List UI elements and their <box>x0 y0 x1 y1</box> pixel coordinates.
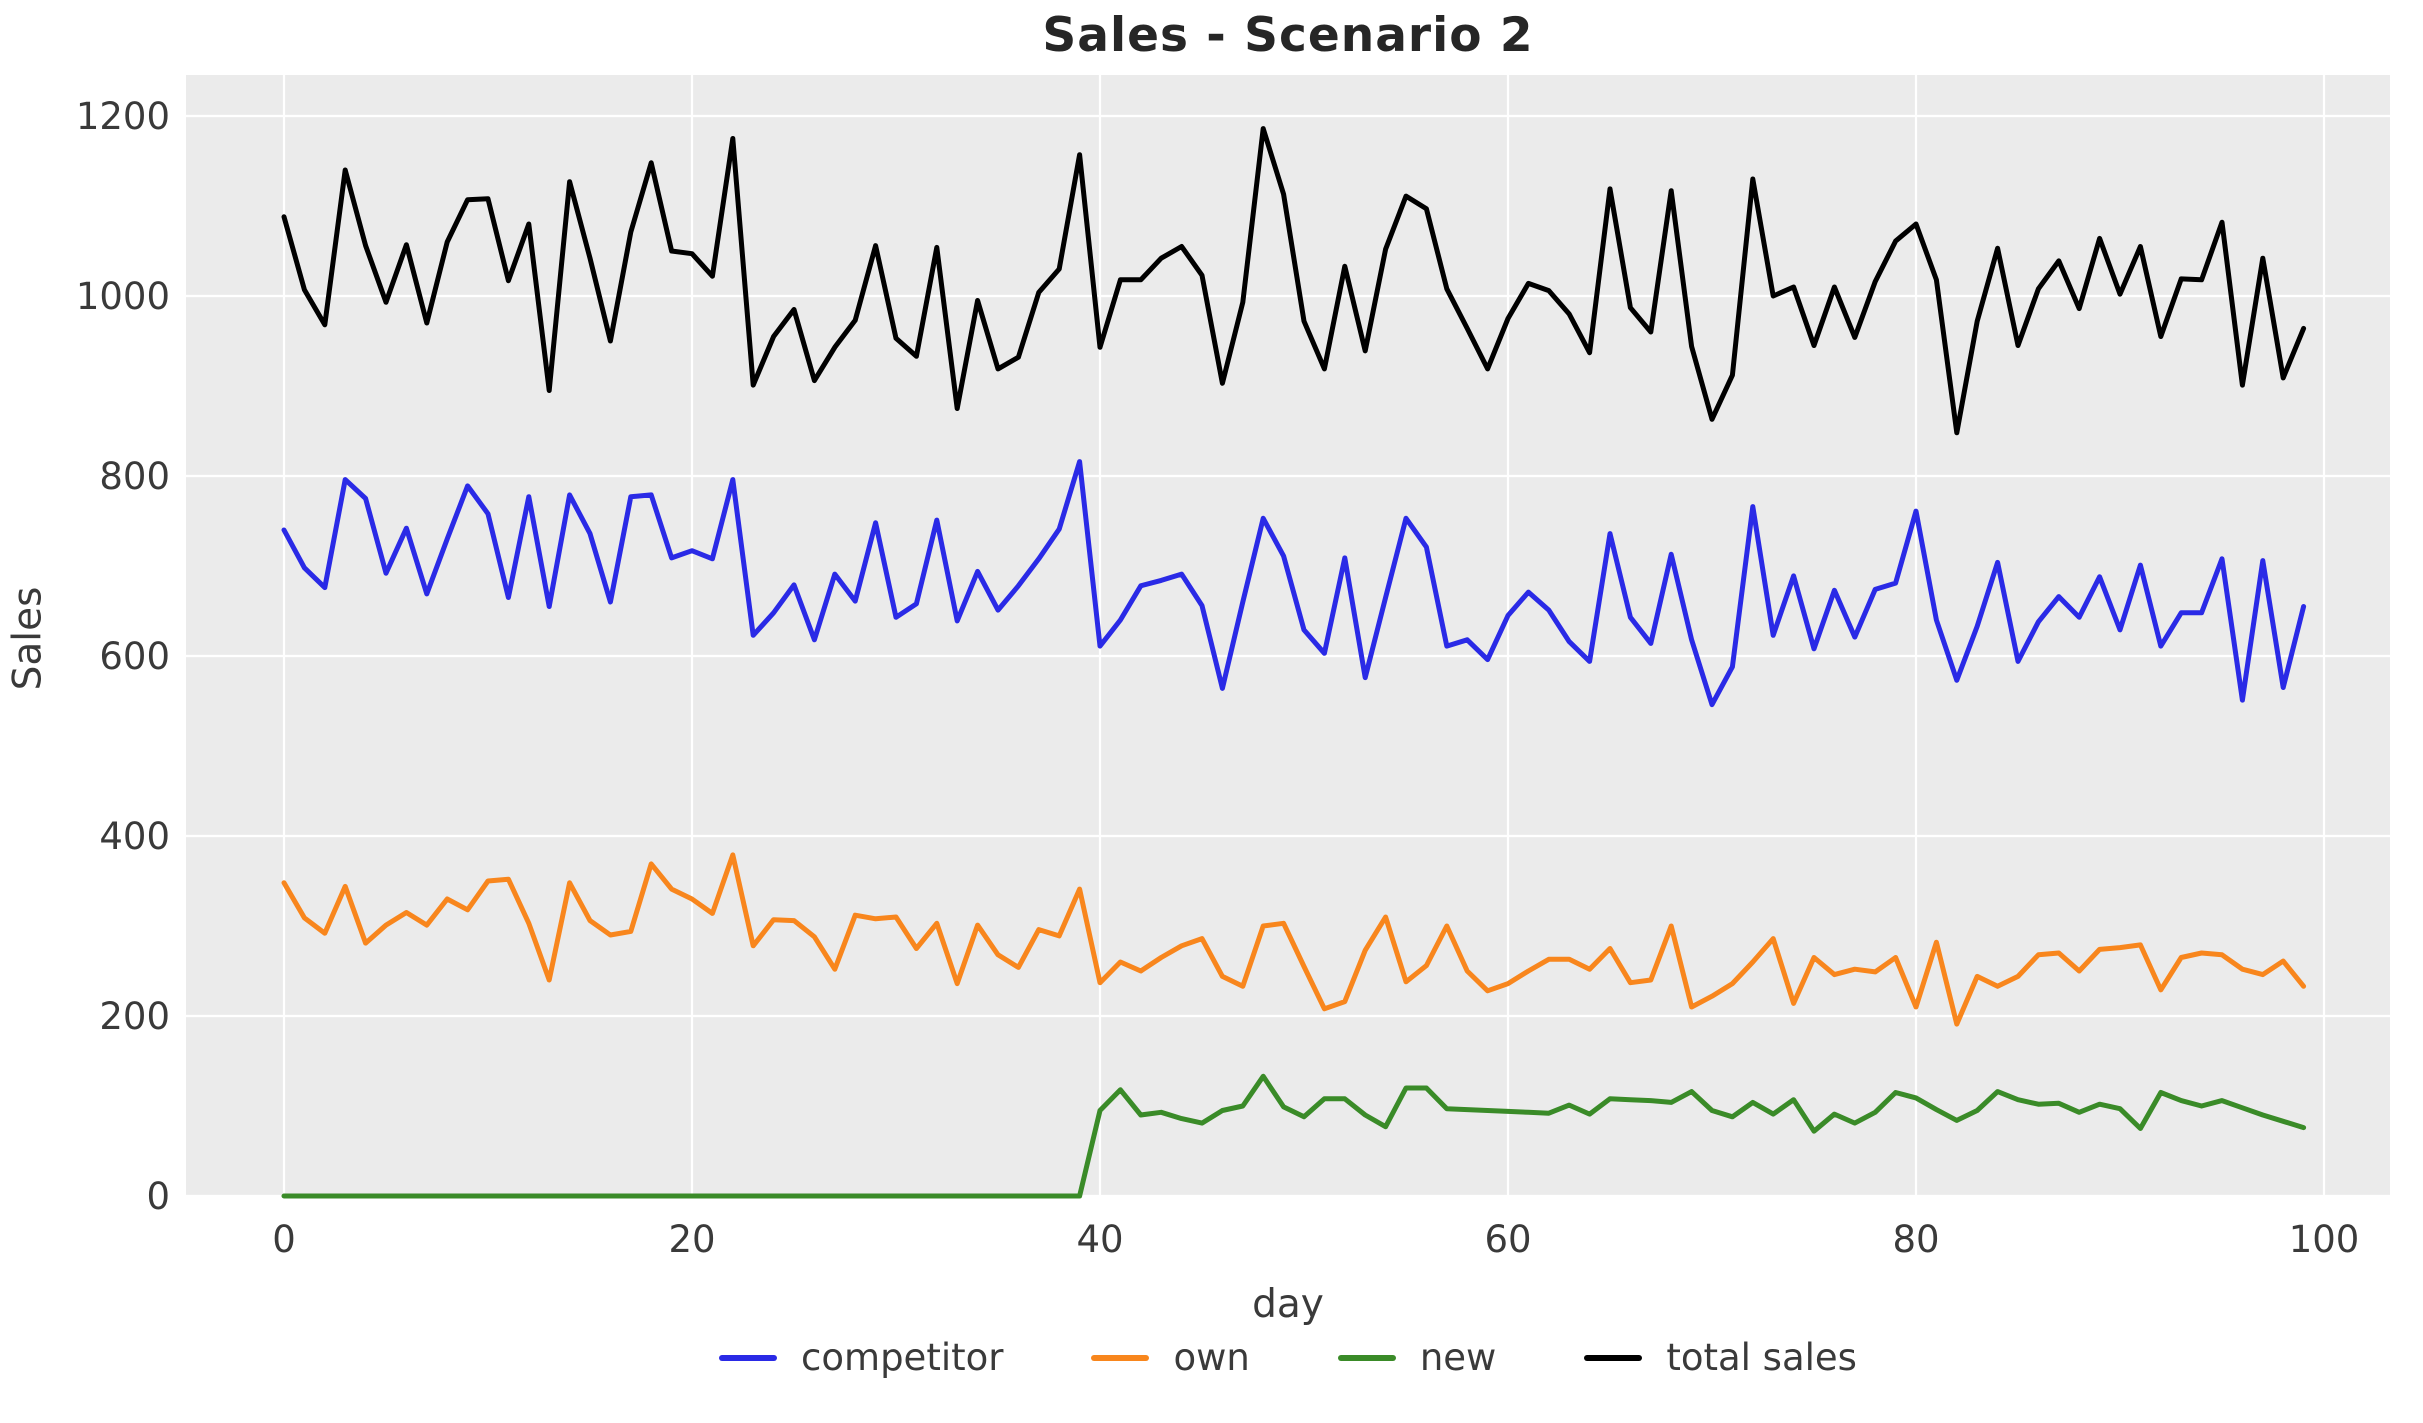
x-tick-label: 100 <box>2289 1218 2360 1261</box>
series-line-competitor <box>281 459 2307 708</box>
legend-item-own: own <box>1091 1336 1250 1379</box>
y-tick-label: 1000 <box>76 275 170 318</box>
legend-swatch-competitor <box>719 1354 778 1361</box>
y-tick-label: 1200 <box>76 95 170 138</box>
legend-item-new: new <box>1337 1336 1497 1379</box>
y-tick-label: 600 <box>99 635 170 678</box>
legend-label: competitor <box>801 1336 1004 1379</box>
legend-swatch-total-sales <box>1584 1354 1643 1361</box>
legend-label: new <box>1419 1336 1497 1379</box>
y-tick-label: 800 <box>99 455 170 498</box>
legend-item-competitor: competitor <box>719 1336 1003 1379</box>
legend-swatch-own <box>1091 1354 1150 1361</box>
series-line-total-sales <box>281 126 2307 436</box>
chart-title: Sales - Scenario 2 <box>1042 8 1534 63</box>
legend-item-total-sales: total sales <box>1584 1336 1857 1379</box>
legend-label: own <box>1173 1336 1250 1379</box>
y-tick-label: 0 <box>146 1175 170 1218</box>
x-axis-label: day <box>1252 1282 1324 1327</box>
x-tick-label: 40 <box>1076 1218 1123 1261</box>
series-line-new <box>281 1073 2307 1199</box>
x-tick-label: 20 <box>668 1218 715 1261</box>
y-axis-label: Sales <box>5 586 51 691</box>
series-line-own <box>281 852 2307 1027</box>
legend-swatch-new <box>1337 1354 1396 1361</box>
legend: competitor own new total sales <box>186 1336 2390 1379</box>
x-tick-label: 80 <box>1892 1218 1939 1261</box>
plot-background <box>186 75 2390 1197</box>
y-tick-label: 200 <box>99 995 170 1038</box>
legend-label: total sales <box>1666 1336 1857 1379</box>
y-tick-label: 400 <box>99 815 170 858</box>
x-tick-label: 0 <box>272 1218 296 1261</box>
x-tick-label: 60 <box>1484 1218 1531 1261</box>
